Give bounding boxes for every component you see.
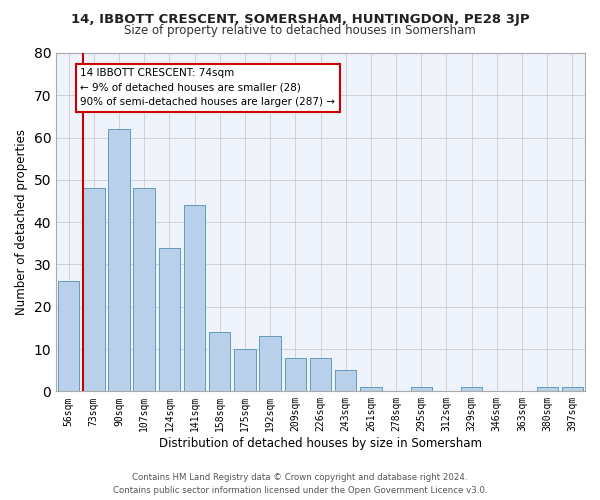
Bar: [360, 387, 382, 392]
Bar: [184, 205, 205, 392]
Bar: [58, 282, 79, 392]
Text: Size of property relative to detached houses in Somersham: Size of property relative to detached ho…: [124, 24, 476, 37]
Text: 14 IBBOTT CRESCENT: 74sqm
← 9% of detached houses are smaller (28)
90% of semi-d: 14 IBBOTT CRESCENT: 74sqm ← 9% of detach…: [80, 68, 335, 108]
Bar: [109, 129, 130, 392]
Bar: [284, 358, 306, 392]
Text: Contains HM Land Registry data © Crown copyright and database right 2024.
Contai: Contains HM Land Registry data © Crown c…: [113, 474, 487, 495]
Bar: [83, 188, 104, 392]
Bar: [234, 349, 256, 392]
Bar: [158, 248, 180, 392]
Bar: [259, 336, 281, 392]
Y-axis label: Number of detached properties: Number of detached properties: [15, 129, 28, 315]
Text: 14, IBBOTT CRESCENT, SOMERSHAM, HUNTINGDON, PE28 3JP: 14, IBBOTT CRESCENT, SOMERSHAM, HUNTINGD…: [71, 12, 529, 26]
X-axis label: Distribution of detached houses by size in Somersham: Distribution of detached houses by size …: [159, 437, 482, 450]
Bar: [310, 358, 331, 392]
Bar: [536, 387, 558, 392]
Bar: [133, 188, 155, 392]
Bar: [562, 387, 583, 392]
Bar: [410, 387, 432, 392]
Bar: [335, 370, 356, 392]
Bar: [461, 387, 482, 392]
Bar: [209, 332, 230, 392]
